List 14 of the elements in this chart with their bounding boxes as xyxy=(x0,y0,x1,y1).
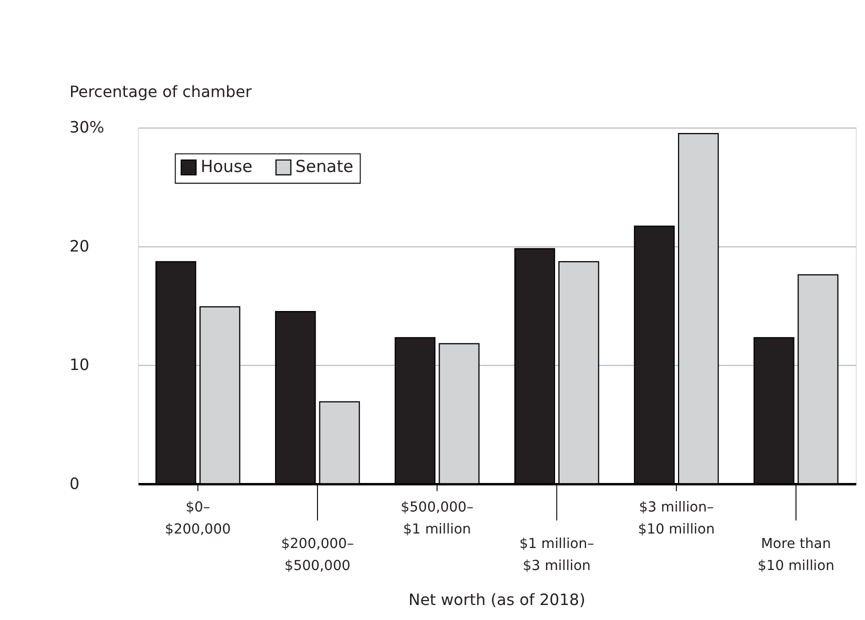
legend-label: Senate xyxy=(295,157,354,176)
x-tick-label: More than $10 million xyxy=(758,536,834,574)
y-axis-title: Percentage of chamber xyxy=(69,82,252,101)
y-tick-label: 10 xyxy=(69,355,90,374)
y-tick-label: 20 xyxy=(69,236,90,256)
legend-label: House xyxy=(200,157,252,176)
x-axis-title: Net worth (as of 2018) xyxy=(408,590,586,610)
x-tick-label: $500,000– $1 million xyxy=(400,499,474,538)
x-tick-label: $200,000– $500,000 xyxy=(281,536,354,574)
x-tick-label: $3 million– $10 million xyxy=(638,499,715,538)
x-tick-label: $0– $200,000 xyxy=(164,499,231,538)
x-tick-label: $1 million– $3 million xyxy=(519,536,594,574)
y-tick-label: 0 xyxy=(69,474,80,493)
y-tick-label: 30% xyxy=(69,118,104,137)
